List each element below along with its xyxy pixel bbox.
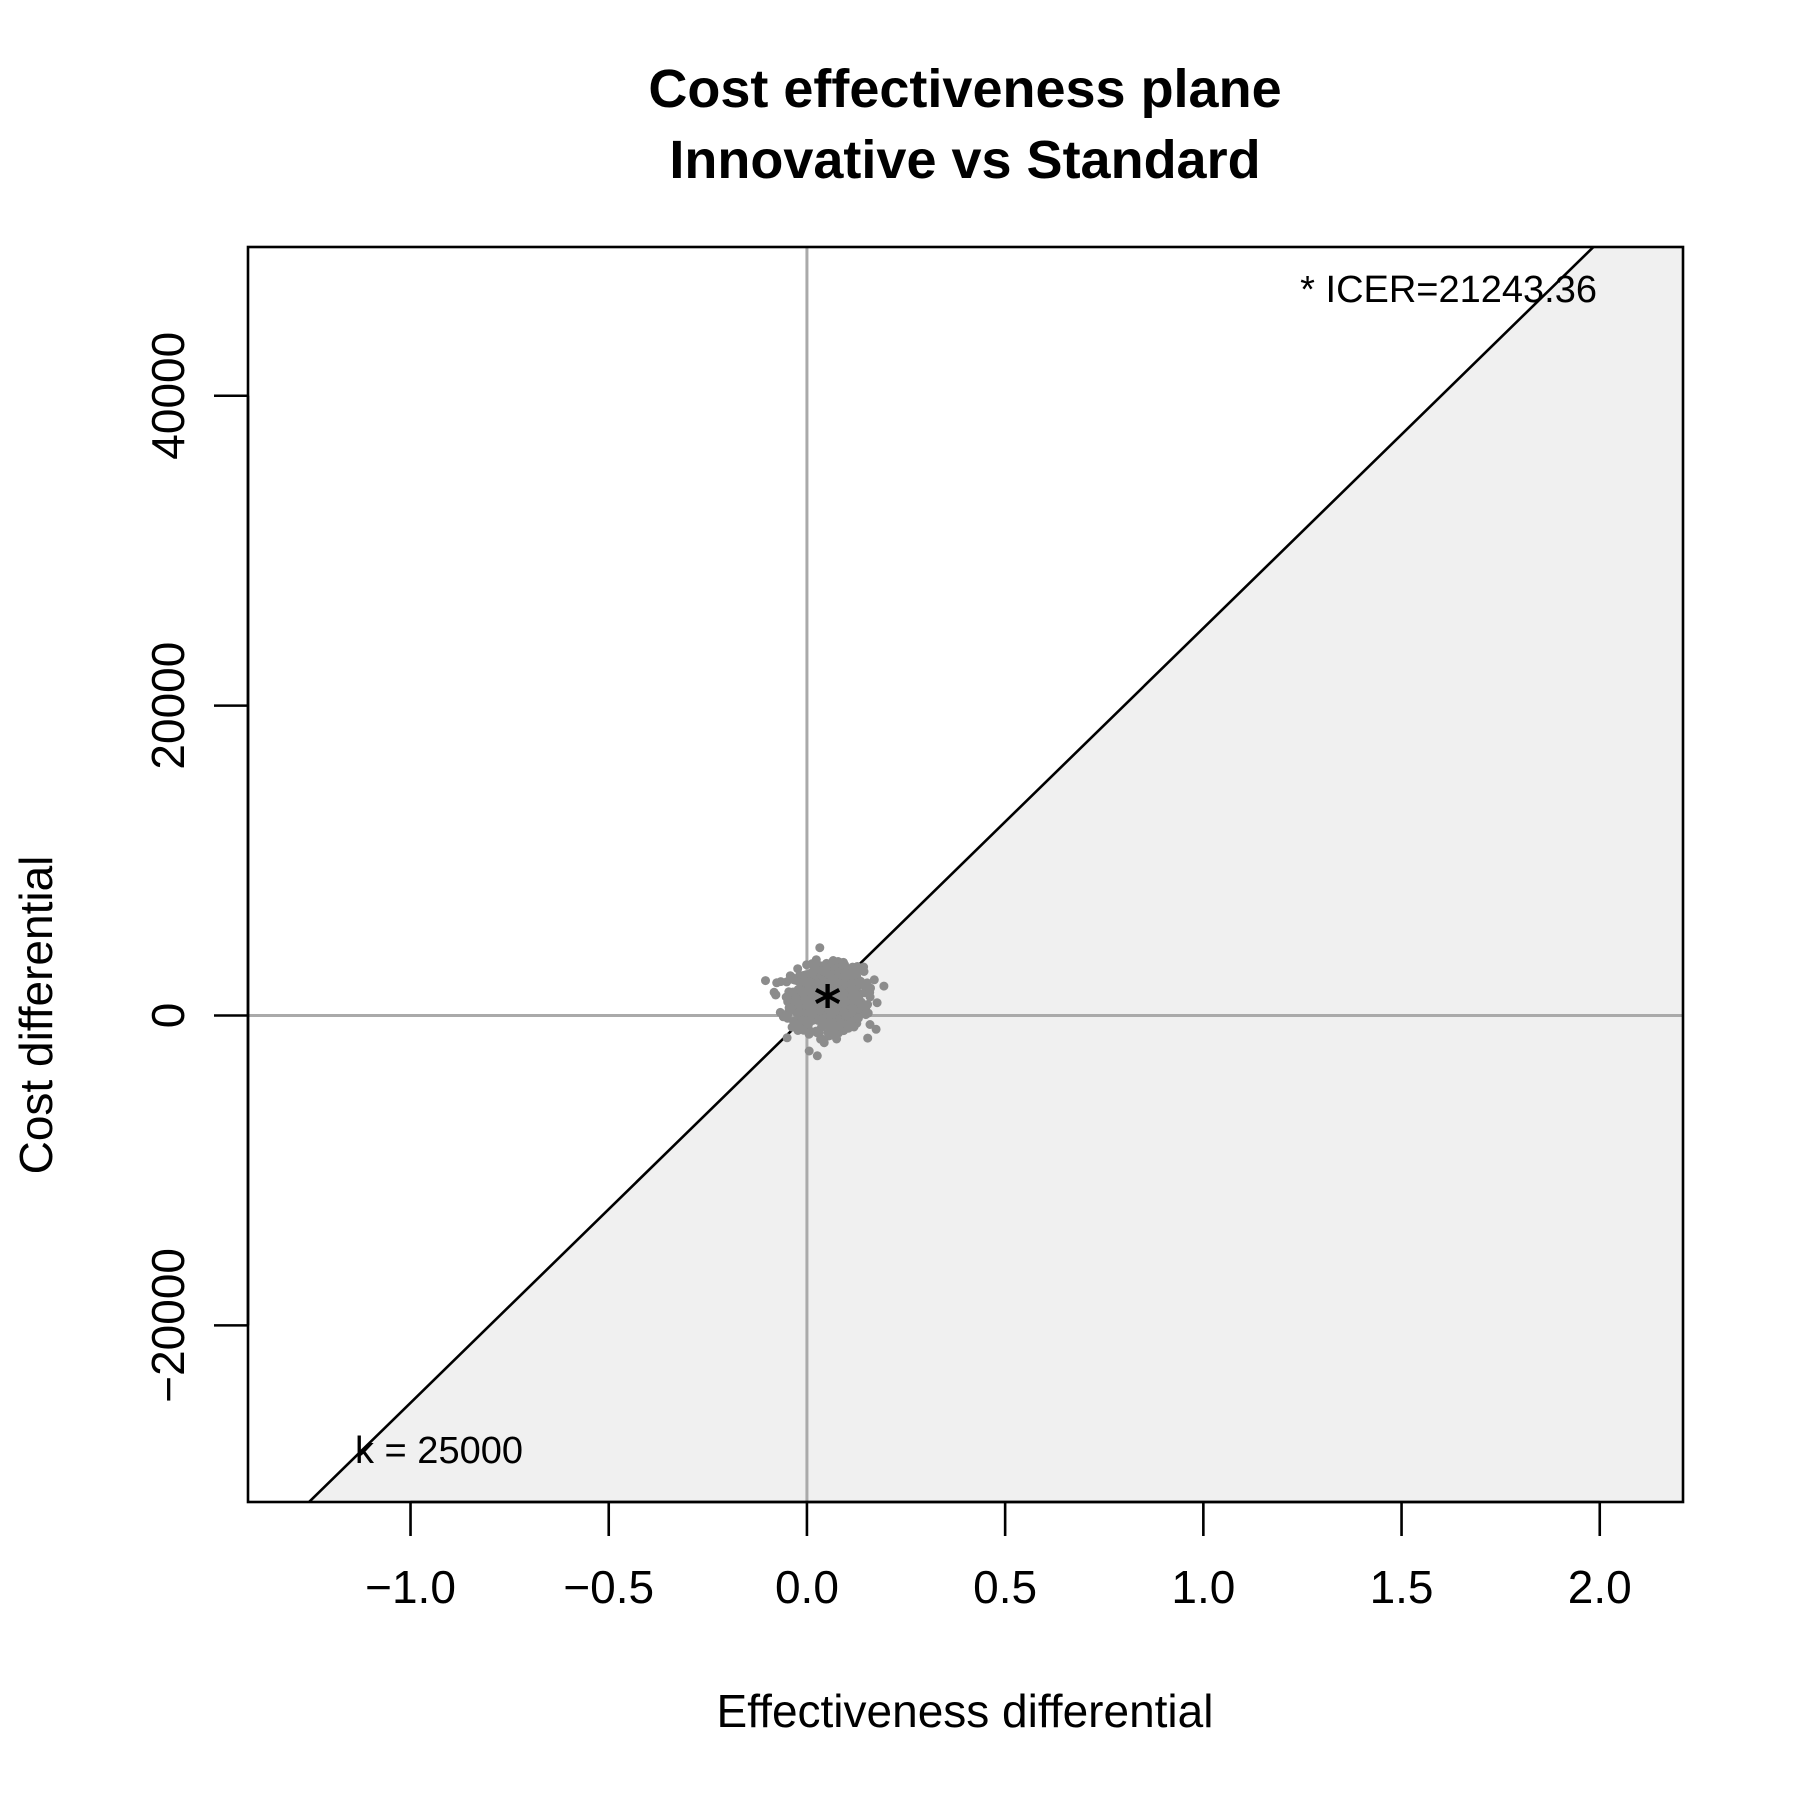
y-tick-label: 20000 (142, 642, 194, 770)
simulation-point (833, 978, 843, 988)
simulation-point (865, 1020, 875, 1029)
simulation-point (869, 975, 879, 985)
simulation-point (794, 1007, 804, 1017)
y-tick-label: −20000 (142, 1248, 194, 1403)
x-tick-label: −0.5 (563, 1561, 654, 1613)
simulation-point (807, 1007, 817, 1017)
simulation-point (795, 1023, 805, 1033)
simulation-point (825, 970, 835, 980)
simulation-point (853, 1013, 863, 1023)
simulation-point (811, 1026, 821, 1036)
simulation-point (879, 981, 889, 991)
simulation-point (848, 1004, 858, 1014)
icer-label: * ICER=21243.36 (1300, 269, 1597, 311)
simulation-point (798, 1016, 808, 1026)
simulation-point (815, 943, 825, 953)
y-tick-label: 40000 (142, 332, 194, 460)
x-tick-label: −1.0 (365, 1561, 456, 1613)
chart-subtitle: Innovative vs Standard (669, 130, 1260, 190)
simulation-point (819, 1017, 829, 1027)
y-axis-label: Cost differential (10, 856, 62, 1175)
x-tick-label: 0.0 (775, 1561, 839, 1613)
simulation-point (816, 992, 826, 1002)
simulation-point (769, 987, 779, 997)
simulation-point (872, 998, 882, 1008)
x-axis-label: Effectiveness differential (717, 1685, 1214, 1737)
simulation-point (807, 969, 817, 979)
x-tick-label: 0.5 (973, 1561, 1037, 1613)
simulation-point (810, 960, 820, 969)
x-tick-label: 1.0 (1171, 1561, 1235, 1613)
simulation-point (761, 976, 770, 986)
chart-title: Cost effectiveness plane (648, 59, 1281, 119)
icer-point: * (814, 975, 841, 1035)
simulation-point (829, 1025, 839, 1035)
simulation-points (761, 943, 889, 1061)
simulation-point (789, 975, 799, 985)
simulation-point (839, 989, 849, 999)
simulation-point (861, 1010, 871, 1020)
simulation-point (828, 1002, 838, 1011)
wtp-label: k = 25000 (355, 1430, 523, 1472)
simulation-point (819, 1001, 829, 1011)
simulation-point (836, 1018, 846, 1028)
simulation-point (865, 988, 875, 997)
simulation-point (849, 1022, 859, 1032)
simulation-point (776, 977, 786, 987)
simulation-point (800, 994, 810, 1004)
simulation-point (840, 968, 850, 978)
wtp-line (307, 247, 1596, 1502)
simulation-point (850, 995, 859, 1005)
simulation-point (784, 1003, 794, 1013)
simulation-point (850, 968, 860, 978)
y-tick-label: 0 (142, 1003, 194, 1029)
x-tick-label: 1.5 (1370, 1561, 1434, 1613)
simulation-point (793, 964, 803, 974)
plot-area: * −1.0 −0.5 0.0 0.5 1.0 1.5 2.0 −20000 0 20000 4000… (142, 245, 1685, 1613)
simulation-point (800, 977, 810, 987)
sustainable-region (309, 247, 1683, 1502)
simulation-point (871, 1024, 881, 1034)
x-tick-label: 2.0 (1568, 1561, 1632, 1613)
simulation-point (863, 1033, 873, 1043)
simulation-point (804, 1046, 814, 1056)
plot-inner (248, 247, 1683, 1502)
simulation-point (819, 1038, 829, 1048)
simulation-point (782, 1033, 792, 1043)
simulation-point (862, 978, 872, 988)
simulation-point (812, 1051, 822, 1061)
simulation-point (783, 1013, 793, 1023)
simulation-point (816, 984, 826, 994)
simulation-point (831, 986, 840, 996)
simulation-point (839, 1007, 849, 1017)
simulation-point (788, 987, 798, 997)
